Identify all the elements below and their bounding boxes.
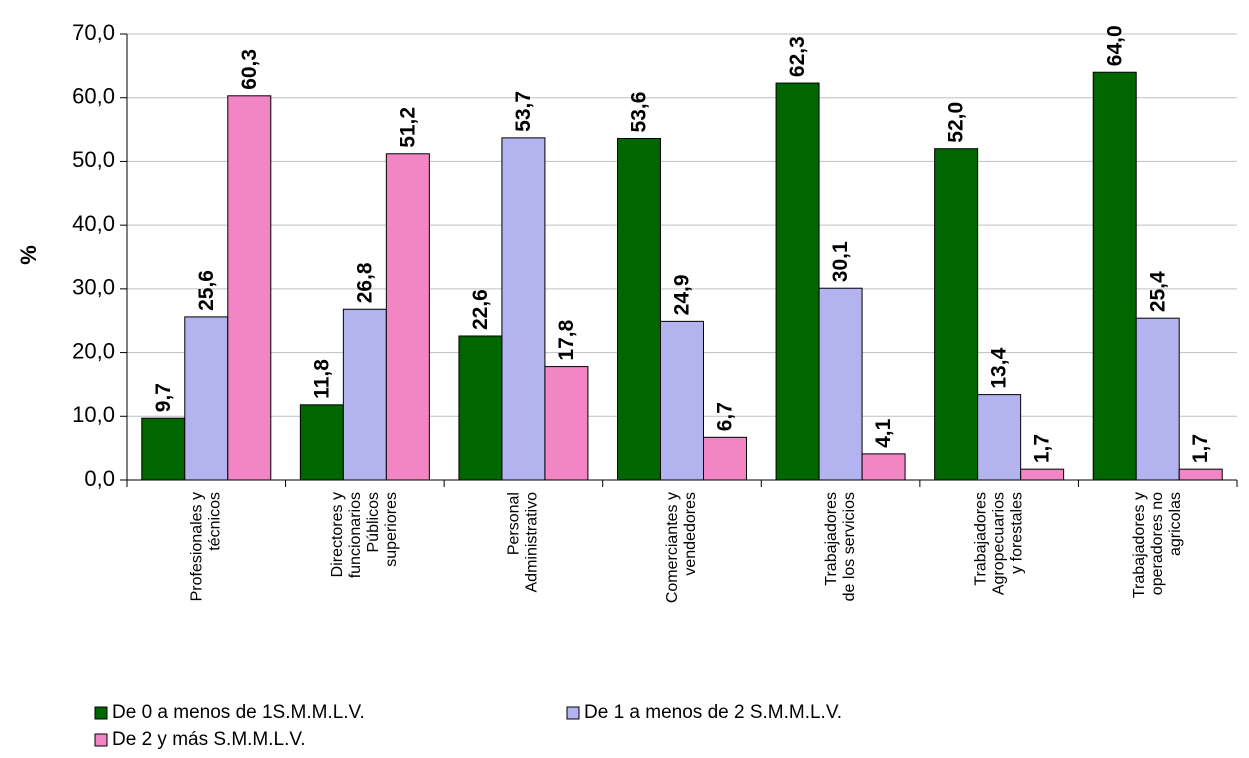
x-tick-label: Directores y	[329, 492, 346, 577]
legend-label: De 2 y más S.M.M.L.V.	[112, 729, 306, 750]
x-tick-label: operadores no	[1149, 492, 1166, 595]
bar	[977, 394, 1022, 481]
data-label: 1,7	[1031, 434, 1054, 463]
x-tick-label: y forestales	[1008, 492, 1025, 574]
bar	[1135, 317, 1180, 481]
x-tick-label: técnicos	[207, 492, 224, 551]
data-label: 17,8	[555, 319, 578, 360]
bar	[861, 453, 906, 481]
y-tick-label: 40,0	[72, 211, 115, 236]
x-tick-label: Públicos	[365, 492, 382, 552]
bar	[141, 417, 186, 481]
x-tick-label: Personal	[506, 492, 523, 555]
data-label: 52,0	[945, 102, 968, 143]
bar	[544, 366, 589, 481]
data-label: 53,6	[628, 92, 651, 133]
x-tick-label: Trabajadores	[823, 492, 840, 586]
x-tick-label: funcionarios	[347, 492, 364, 578]
x-tick-label: Administrativo	[524, 492, 541, 593]
y-tick-label: 10,0	[72, 402, 115, 427]
x-tick-label: Comerciantes y	[664, 492, 681, 603]
bar	[385, 153, 430, 481]
bar	[342, 308, 387, 481]
legend-swatch	[94, 733, 108, 747]
bar	[299, 404, 344, 481]
bar	[1178, 468, 1223, 481]
bar	[1092, 71, 1137, 481]
data-label: 25,6	[195, 270, 218, 311]
bar	[458, 335, 503, 481]
bar	[934, 148, 979, 481]
bar	[227, 95, 272, 481]
data-label: 13,4	[988, 347, 1011, 388]
y-tick-label: 30,0	[72, 275, 115, 300]
bar	[184, 316, 229, 481]
x-tick-label: superiores	[383, 492, 400, 567]
data-label: 60,3	[238, 49, 261, 90]
data-label: 11,8	[310, 359, 333, 399]
x-tick-label: Trabajadores y	[1131, 492, 1148, 598]
bar	[703, 436, 747, 481]
x-tick-label: de los servicios	[841, 492, 858, 601]
bar	[1020, 468, 1065, 481]
x-tick-label: agricolas	[1167, 492, 1184, 556]
bar	[775, 82, 820, 481]
data-label: 25,4	[1146, 271, 1169, 312]
x-tick-label: vendedores	[682, 492, 699, 576]
y-tick-label: 0,0	[84, 466, 115, 491]
data-label: 53,7	[512, 91, 535, 132]
legend-swatch	[94, 706, 108, 720]
y-tick-label: 60,0	[72, 84, 115, 109]
legend-label: De 0 a menos de 1S.M.M.L.V.	[112, 702, 365, 723]
y-tick-label: 50,0	[72, 147, 115, 172]
bar	[617, 137, 661, 481]
x-tick-label: Profesionales y	[189, 492, 206, 601]
x-tick-label: Agropecuarios	[990, 492, 1007, 595]
data-label: 26,8	[353, 262, 376, 303]
data-label: 62,3	[786, 36, 809, 77]
y-tick-label: 20,0	[72, 338, 115, 363]
data-label: 51,2	[396, 107, 419, 148]
data-label: 9,7	[152, 383, 175, 412]
bar	[660, 320, 704, 481]
data-label: 64,0	[1103, 25, 1126, 66]
bar	[818, 287, 863, 481]
y-axis-title: %	[16, 245, 41, 265]
x-tick-label: Trabajadores	[972, 492, 989, 586]
data-label: 1,7	[1189, 434, 1212, 463]
data-label: 24,9	[671, 274, 694, 315]
data-label: 22,6	[469, 289, 492, 330]
y-tick-label: 70,0	[72, 20, 115, 45]
data-label: 4,1	[872, 418, 895, 448]
legend-swatch	[566, 706, 580, 720]
bar	[501, 137, 546, 481]
data-label: 6,7	[714, 402, 737, 431]
legend-label: De 1 a menos de 2 S.M.M.L.V.	[584, 702, 842, 723]
data-label: 30,1	[829, 241, 852, 282]
